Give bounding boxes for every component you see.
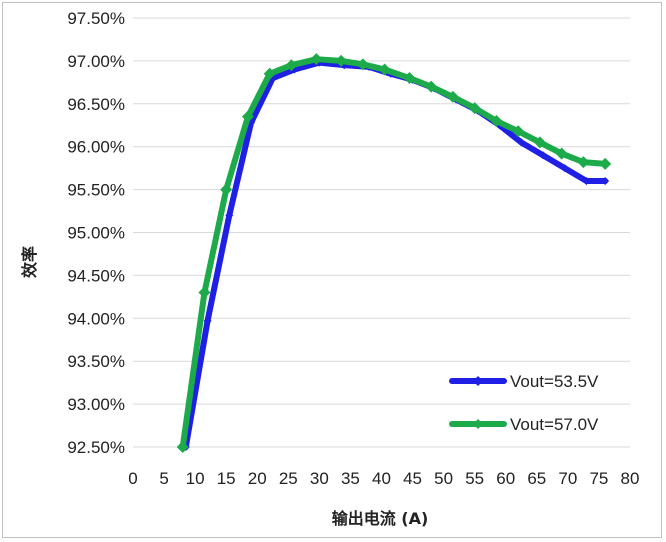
- y-tick-label: 92.50%: [67, 438, 125, 457]
- y-tick-label: 94.00%: [67, 309, 125, 328]
- data-point-marker: [225, 211, 234, 220]
- x-tick-label: 75: [589, 469, 608, 488]
- data-point-marker: [285, 59, 298, 72]
- x-tick-label: 15: [217, 469, 236, 488]
- x-tick-label: 20: [248, 469, 267, 488]
- data-point-marker: [198, 286, 211, 299]
- data-point-marker: [425, 80, 438, 93]
- data-point-marker: [512, 125, 525, 138]
- data-point-marker: [263, 67, 276, 80]
- legend: Vout=53.5V Vout=57.0V: [449, 372, 599, 434]
- data-point-marker: [582, 177, 591, 186]
- legend-label: Vout=53.5V: [510, 372, 599, 391]
- y-tick-label: 93.50%: [67, 352, 125, 371]
- x-tick-label: 70: [558, 469, 577, 488]
- data-point-marker: [176, 441, 189, 453]
- data-point-marker: [490, 114, 503, 127]
- y-tick-label: 93.00%: [67, 395, 125, 414]
- data-point-marker: [555, 147, 568, 160]
- y-tick-label: 96.00%: [67, 138, 125, 157]
- x-tick-label: 10: [186, 469, 205, 488]
- data-point-marker: [599, 157, 612, 170]
- legend-label: Vout=57.0V: [510, 415, 599, 434]
- series-lines: [176, 53, 612, 453]
- data-point-marker: [577, 156, 590, 169]
- data-point-marker: [203, 316, 212, 325]
- data-point-marker: [560, 164, 569, 173]
- x-tick-label: 50: [434, 469, 453, 488]
- x-tick-label: 65: [527, 469, 546, 488]
- data-point-marker: [335, 54, 348, 67]
- data-point-marker: [517, 138, 526, 147]
- y-tick-label: 95.00%: [67, 224, 125, 243]
- data-point-marker: [220, 183, 233, 196]
- x-tick-label: 30: [310, 469, 329, 488]
- grid-lines: [133, 17, 630, 448]
- x-tick-label: 35: [341, 469, 360, 488]
- y-axis-title: 效率: [20, 246, 39, 278]
- x-tick-label: 5: [159, 469, 168, 488]
- x-tick-label: 0: [128, 469, 137, 488]
- x-axis-title: 输出电流 (A): [332, 509, 429, 528]
- data-point-marker: [356, 58, 369, 71]
- data-point-marker: [539, 151, 548, 160]
- data-point-marker: [378, 63, 391, 76]
- y-tick-label: 94.50%: [67, 266, 125, 285]
- x-tick-label: 60: [496, 469, 515, 488]
- data-point-marker: [533, 136, 546, 149]
- data-point-marker: [446, 90, 459, 103]
- legend-marker: [473, 419, 483, 429]
- data-point-marker: [340, 61, 349, 70]
- y-tick-label: 97.50%: [67, 9, 125, 28]
- x-tick-label: 55: [465, 469, 484, 488]
- x-tick-label: 80: [621, 469, 640, 488]
- data-point-marker: [601, 177, 610, 186]
- data-point-marker: [403, 72, 416, 85]
- data-point-marker: [241, 110, 254, 123]
- y-tick-label: 97.00%: [67, 52, 125, 71]
- x-tick-label: 40: [372, 469, 391, 488]
- data-point-marker: [468, 102, 481, 115]
- data-point-marker: [310, 53, 323, 66]
- x-tick-label: 25: [279, 469, 298, 488]
- y-axis-ticks: 92.50% 93.00% 93.50% 94.00% 94.50% 95.00% 95.5…: [67, 9, 125, 457]
- y-tick-label: 95.50%: [67, 181, 125, 200]
- y-tick-label: 96.50%: [67, 95, 125, 114]
- legend-marker: [473, 376, 483, 386]
- x-tick-label: 45: [403, 469, 422, 488]
- x-axis-ticks: 0 5 10 15 20 25 30 35 40 45 50 55 60 65 70 75 80: [128, 469, 639, 488]
